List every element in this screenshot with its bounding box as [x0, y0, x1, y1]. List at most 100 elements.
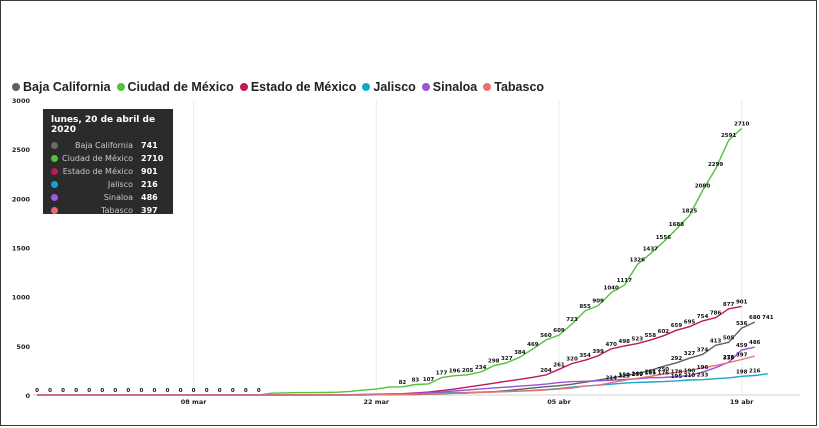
data-label: 0 [74, 388, 78, 394]
data-label: 229 [619, 373, 631, 379]
data-label: 1556 [656, 235, 671, 241]
data-label: 1117 [617, 278, 632, 284]
data-label: 0 [179, 388, 183, 394]
data-label: 523 [632, 337, 644, 343]
data-label: 498 [619, 339, 631, 345]
legend-item-sinaloa[interactable]: Sinaloa [421, 80, 477, 94]
tooltip-row: Tabasco 397 [51, 204, 165, 217]
legend-label: Tabasco [494, 80, 545, 94]
hover-tooltip: lunes, 20 de abril de 2020 Baja Californ… [43, 109, 173, 217]
legend-item-baja-california[interactable]: Baja California [12, 80, 111, 94]
legend-label: Jalisco [373, 80, 416, 94]
data-label: 165 [645, 371, 657, 377]
data-label: 198 [736, 369, 748, 375]
data-label: 234 [475, 365, 487, 371]
tooltip-series: Sinaloa [103, 193, 133, 202]
data-label: 0 [153, 388, 157, 394]
data-label: 855 [579, 304, 591, 310]
tooltip-row: Jalisco 216 [51, 178, 165, 191]
data-label: 83 [412, 377, 420, 383]
tooltip-series: Baja California [74, 141, 133, 150]
data-label: 2710 [734, 122, 749, 128]
tooltip-series: Ciudad de México [62, 154, 133, 163]
tooltip-value: 216 [141, 180, 158, 189]
data-label: 754 [697, 314, 709, 320]
data-label: 1326 [630, 258, 645, 264]
legend-dot [362, 83, 371, 91]
data-label: 0 [48, 388, 52, 394]
x-tick-label: 05 abr [547, 398, 571, 406]
data-label: 558 [645, 333, 657, 339]
x-tick-label: 22 mar [363, 398, 389, 406]
data-label: 298 [488, 359, 500, 365]
data-label: 469 [527, 342, 539, 348]
data-label: 178 [671, 369, 683, 375]
data-label: 327 [501, 356, 513, 362]
data-label: 1688 [669, 222, 684, 228]
data-label: 901 [736, 299, 748, 305]
data-label: 177 [436, 371, 448, 377]
data-label: 0 [61, 388, 65, 394]
legend-label: Baja California [23, 80, 111, 94]
data-label: 195 [671, 374, 683, 380]
tooltip-row: Ciudad de México 2710 [51, 152, 165, 165]
data-label: 659 [671, 323, 683, 329]
data-label: 0 [192, 388, 196, 394]
data-label: 0 [113, 388, 117, 394]
data-label: 470 [605, 342, 617, 348]
legend-dot [12, 83, 20, 91]
data-label: 196 [449, 369, 461, 375]
y-tick-label: 3000 [12, 97, 31, 105]
data-label: 786 [710, 311, 722, 317]
data-label: 2591 [721, 133, 736, 139]
tooltip-value: 397 [141, 206, 158, 215]
tooltip-title: lunes, 20 de abril de 2020 [51, 115, 156, 135]
series-line-tabasco [37, 355, 755, 396]
data-label: 695 [684, 320, 696, 326]
data-label: 1040 [604, 286, 619, 292]
data-label: 150 [619, 372, 631, 378]
tooltip-value: 2710 [141, 154, 164, 163]
data-label: 0 [35, 388, 39, 394]
data-label: 250 [658, 367, 670, 373]
data-label: 292 [671, 356, 683, 362]
data-label: 0 [231, 388, 235, 394]
data-label: 327 [684, 351, 696, 357]
data-label: 216 [749, 369, 761, 375]
data-label: 0 [139, 388, 143, 394]
data-label: 560 [540, 333, 552, 339]
data-label: 877 [723, 302, 735, 308]
series-line-estado-de-m-xico [37, 305, 742, 396]
y-tick-label: 0 [25, 392, 30, 400]
legend-item-tabasco[interactable]: Tabasco [483, 80, 544, 94]
data-label: 384 [514, 350, 526, 356]
y-tick-label: 2500 [12, 146, 31, 154]
data-label: 0 [257, 388, 261, 394]
tooltip-row: Baja California 741 [51, 139, 165, 152]
data-label: 176 [658, 370, 670, 376]
tooltip-dot [51, 194, 58, 201]
data-label: 190 [684, 369, 696, 375]
data-label: 741 [762, 315, 774, 321]
data-label: 320 [566, 357, 578, 363]
data-label: 374 [697, 347, 709, 353]
tooltip-row: Estado de México 901 [51, 165, 165, 178]
data-label: 0 [218, 388, 222, 394]
x-tick-label: 19 abr [730, 398, 754, 406]
legend-label: Ciudad de México [127, 80, 234, 94]
data-label: 233 [697, 373, 709, 379]
data-label: 909 [592, 299, 604, 305]
legend-dot [483, 83, 492, 91]
data-label: 723 [566, 317, 578, 323]
legend-item-edomex[interactable]: Estado de México [239, 80, 356, 94]
chart-legend: Baja California Ciudad de México Estado … [12, 79, 550, 95]
data-label: 82 [399, 380, 407, 386]
data-label: 680 [749, 315, 761, 321]
legend-item-cdmx[interactable]: Ciudad de México [116, 80, 234, 94]
legend-item-jalisco[interactable]: Jalisco [362, 80, 416, 94]
tooltip-dot [51, 168, 58, 175]
data-label: 602 [658, 329, 670, 335]
legend-dot [116, 83, 125, 91]
tooltip-series: Estado de México [62, 167, 133, 176]
